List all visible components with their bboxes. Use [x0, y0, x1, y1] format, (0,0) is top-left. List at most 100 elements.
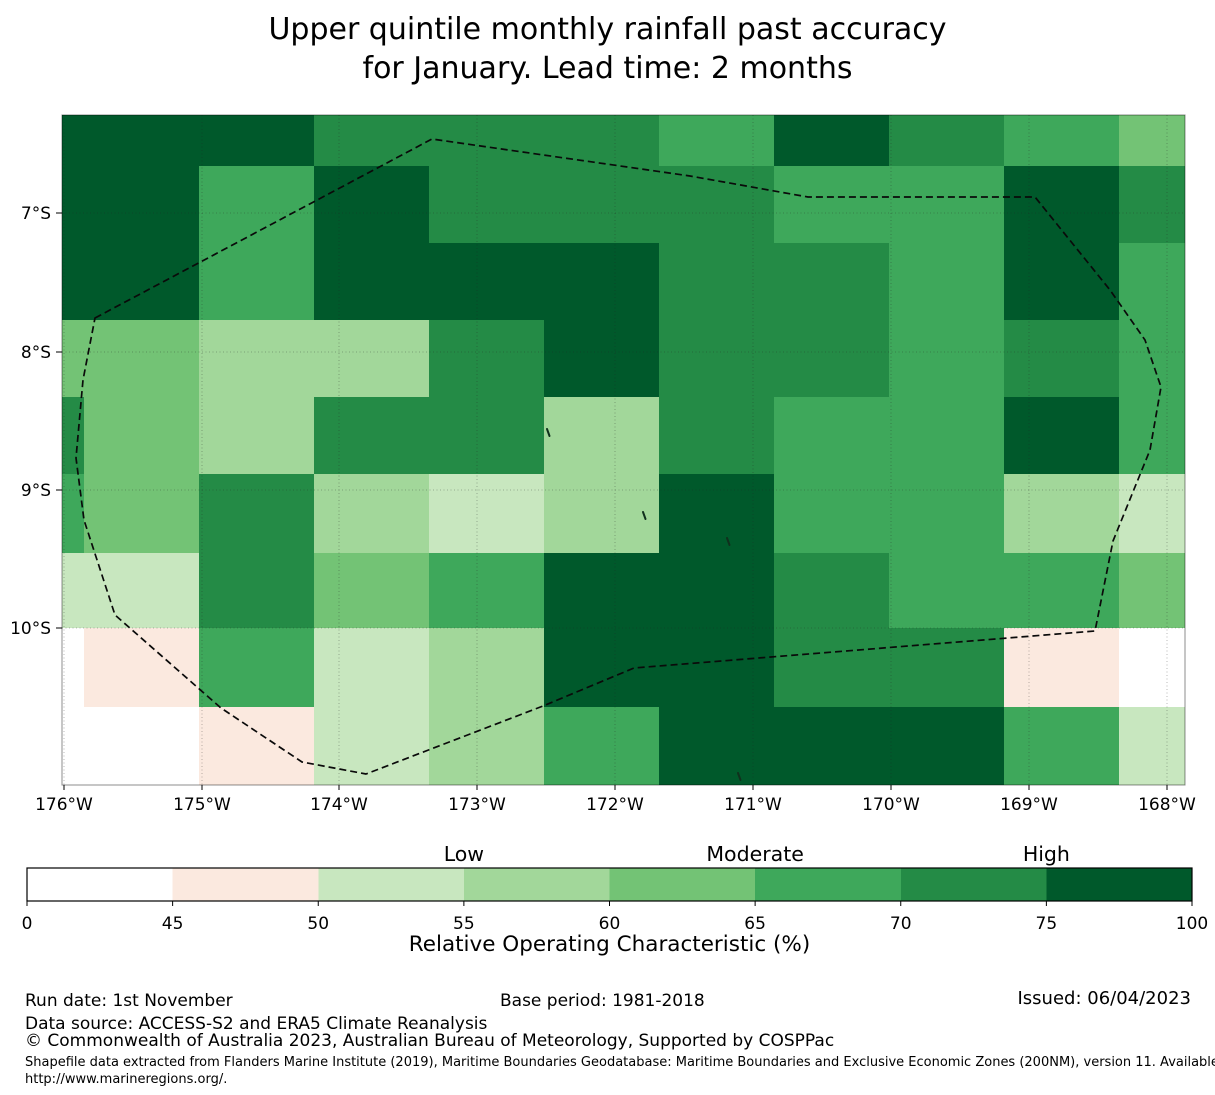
eez-boundary-line	[75, 138, 1162, 775]
colorbar-tick-label: 60	[599, 914, 621, 934]
map-cell	[199, 243, 314, 320]
map-cell	[62, 320, 84, 397]
map-cell	[62, 553, 84, 628]
map-cell	[314, 115, 429, 166]
map-cell	[1119, 707, 1185, 785]
map-cell	[889, 707, 1004, 785]
map-cell	[199, 320, 314, 397]
map-cell	[774, 397, 889, 474]
run-date-label: Run date: 1st November	[25, 991, 233, 1011]
map-cell	[314, 397, 429, 474]
map-cell	[544, 707, 659, 785]
map-cell	[84, 166, 199, 243]
island-mark	[546, 428, 551, 437]
shapefile-note-line1: Shapefile data extracted from Flanders M…	[25, 1055, 1215, 1070]
map-cell	[62, 474, 84, 553]
island-mark	[642, 511, 647, 520]
map-cell	[774, 243, 889, 320]
map-cell	[889, 115, 1004, 166]
map-cell	[774, 474, 889, 553]
colorbar-tick-label: 50	[307, 914, 329, 934]
map-cell	[84, 474, 199, 553]
map-cell	[774, 553, 889, 628]
colorbar-axis-label: Relative Operating Characteristic (%)	[409, 932, 810, 957]
map-cell	[544, 243, 659, 320]
map-cell	[659, 320, 774, 397]
map-cell	[1004, 553, 1119, 628]
map-cell	[429, 628, 544, 707]
map-cell	[1004, 115, 1119, 166]
chart-title-line1: Upper quintile monthly rainfall past acc…	[268, 12, 947, 47]
map-cell	[659, 243, 774, 320]
colorbar-tick-label: 0	[22, 914, 33, 934]
x-tick-label: 171°W	[724, 795, 782, 815]
data-source-label: Data source: ACCESS-S2 and ERA5 Climate …	[25, 1014, 488, 1034]
map-cell	[659, 628, 774, 707]
map-cell	[84, 320, 199, 397]
rainfall-accuracy-heatmap: 176°W 175°W 174°W 173°W 172°W 171°W 170°W 169°W…	[10, 114, 1208, 957]
map-cell	[199, 553, 314, 628]
map-cell	[62, 243, 84, 320]
map-cell	[62, 166, 84, 243]
map-cell	[659, 397, 774, 474]
map-cell	[1119, 243, 1185, 320]
map-frame	[61, 114, 1186, 786]
map-cell	[889, 243, 1004, 320]
map-cell	[84, 553, 199, 628]
colorbar-section-label: High	[1023, 842, 1070, 866]
map-cell	[199, 115, 314, 166]
colorbar-segment	[463, 868, 610, 901]
map-cell	[889, 166, 1004, 243]
colorbar-segment	[318, 868, 464, 901]
colorbar-tick-label: 55	[453, 914, 475, 934]
colorbar-segment	[1046, 868, 1192, 901]
map-cell	[199, 474, 314, 553]
x-tick-label: 168°W	[1138, 795, 1196, 815]
map-cell	[199, 628, 314, 707]
map-cell	[84, 397, 199, 474]
colorbar-segment	[172, 868, 319, 901]
map-cell	[774, 166, 889, 243]
map-cell	[314, 628, 429, 707]
map-cell	[429, 320, 544, 397]
map-cell	[314, 320, 429, 397]
island-mark	[737, 772, 742, 781]
y-tick-label: 8°S	[21, 343, 51, 363]
map-cell	[1119, 628, 1185, 707]
x-tick-label: 174°W	[310, 795, 368, 815]
map-cell	[314, 166, 429, 243]
map-cell	[429, 474, 544, 553]
base-period-label: Base period: 1981-2018	[500, 991, 705, 1011]
colorbar-section-label: Low	[444, 842, 484, 866]
map-cell	[544, 474, 659, 553]
map-cell	[544, 166, 659, 243]
map-cell	[1119, 166, 1185, 243]
map-cell	[659, 707, 774, 785]
x-tick-label: 173°W	[448, 795, 506, 815]
map-cell	[889, 628, 1004, 707]
map-cell	[429, 553, 544, 628]
map-cell	[889, 474, 1004, 553]
x-tick-label: 175°W	[173, 795, 231, 815]
map-cell	[1119, 474, 1185, 553]
x-tick-label: 169°W	[1000, 795, 1058, 815]
map-cell	[429, 243, 544, 320]
chart-title: Upper quintile monthly rainfall past acc…	[0, 10, 1215, 88]
colorbar-tick-label: 70	[890, 914, 912, 934]
map-cell	[659, 474, 774, 553]
colorbar-tick-label: 65	[744, 914, 766, 934]
map-cell	[314, 243, 429, 320]
copyright-label: © Commonwealth of Australia 2023, Austra…	[25, 1031, 835, 1051]
map-cell	[429, 115, 544, 166]
colorbar-section-label: Moderate	[706, 842, 804, 866]
x-tick-label: 172°W	[586, 795, 644, 815]
colorbar-segment	[27, 868, 173, 901]
map-cell	[1119, 115, 1185, 166]
map-cell	[429, 166, 544, 243]
map-cell	[889, 320, 1004, 397]
map-cell	[314, 707, 429, 785]
map-cell	[1119, 553, 1185, 628]
map-cell	[314, 474, 429, 553]
map-cell	[1004, 474, 1119, 553]
colorbar-segment	[900, 868, 1047, 901]
